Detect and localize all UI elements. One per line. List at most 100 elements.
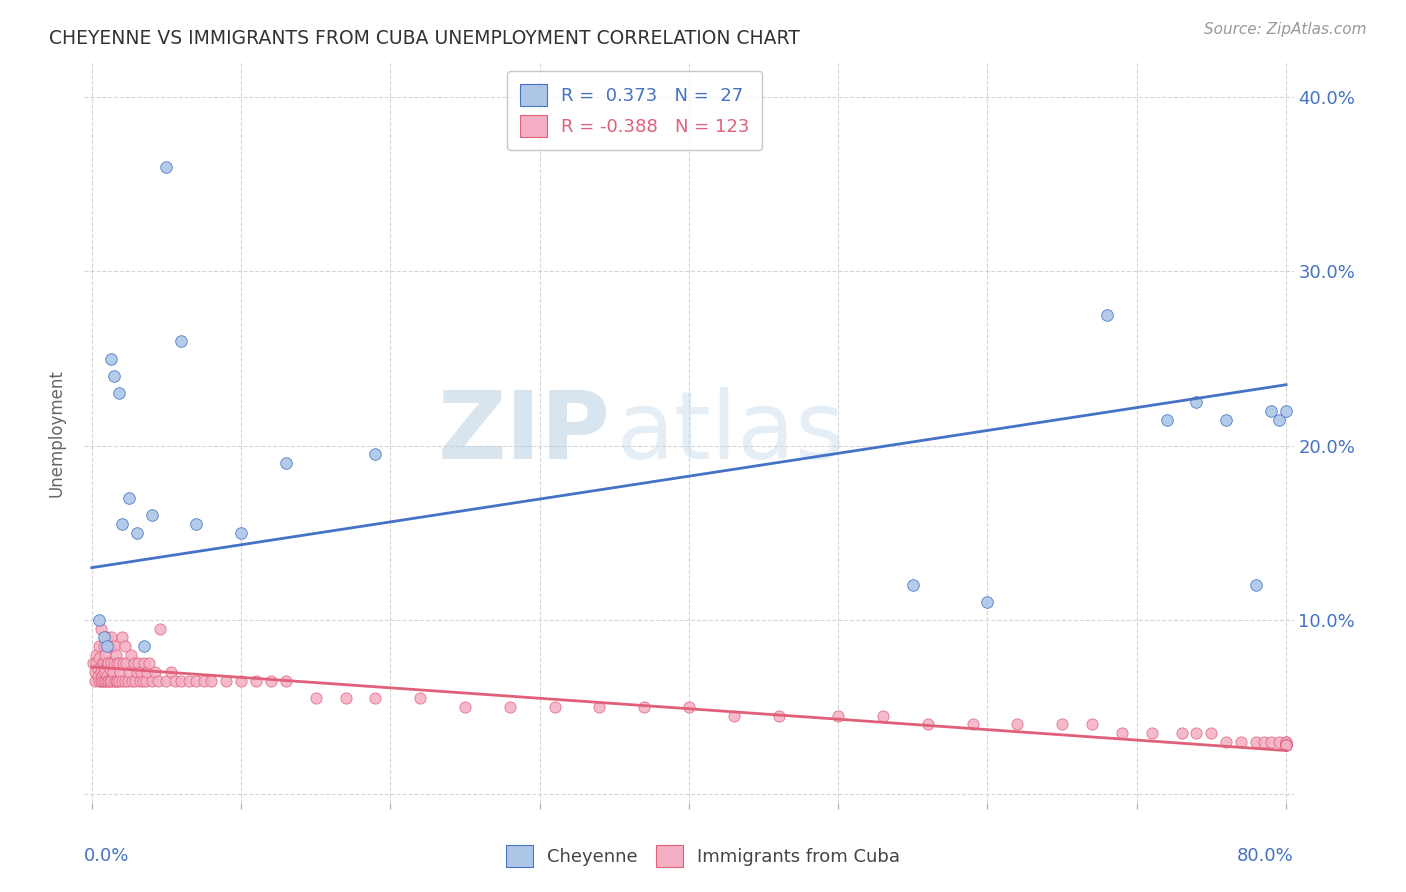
Point (1215, 735, 1237, 749)
Point (1267, 412, 1289, 426)
Point (93, 639, 115, 653)
Point (107, 386, 129, 401)
Point (90, 673, 112, 688)
Point (229, 673, 252, 688)
Point (1244, 735, 1267, 749)
Point (89, 673, 111, 688)
Point (200, 673, 222, 688)
Point (364, 447, 387, 461)
Point (96, 639, 118, 653)
Point (120, 648, 142, 662)
Point (105, 657, 128, 671)
Point (136, 665, 159, 680)
Point (409, 691, 432, 706)
Point (1275, 735, 1298, 749)
Point (170, 334, 193, 348)
Text: atlas: atlas (616, 386, 845, 479)
Point (124, 673, 146, 688)
Point (141, 673, 163, 688)
Point (1081, 717, 1104, 731)
Point (678, 700, 700, 714)
Point (131, 673, 153, 688)
Point (97, 673, 120, 688)
Point (83, 665, 105, 680)
Point (100, 351, 122, 366)
Point (186, 673, 208, 688)
Point (1275, 739, 1298, 753)
Text: 0.0%: 0.0% (84, 847, 129, 865)
Point (118, 491, 141, 505)
Point (1170, 726, 1192, 740)
Point (125, 525, 148, 540)
Point (91, 657, 114, 671)
Point (633, 700, 655, 714)
Point (1260, 404, 1282, 418)
Point (901, 578, 924, 592)
Point (160, 665, 183, 680)
Point (1201, 726, 1223, 740)
Point (105, 673, 128, 688)
Point (274, 673, 297, 688)
Point (98, 673, 121, 688)
Point (101, 665, 124, 680)
Point (93, 665, 115, 680)
Point (114, 673, 136, 688)
Point (89, 639, 111, 653)
Point (1230, 735, 1253, 749)
Point (499, 700, 522, 714)
Y-axis label: Unemployment: Unemployment (48, 368, 66, 497)
Point (1275, 739, 1298, 753)
Point (111, 630, 134, 644)
Point (89, 613, 111, 627)
Point (104, 673, 127, 688)
Point (872, 708, 894, 723)
Point (962, 717, 984, 731)
Point (1007, 717, 1029, 731)
Point (135, 673, 157, 688)
Point (543, 700, 565, 714)
Point (100, 657, 122, 671)
Point (96, 673, 118, 688)
Point (132, 657, 155, 671)
Point (100, 630, 122, 644)
Point (84, 648, 107, 662)
Point (125, 665, 148, 680)
Point (104, 648, 127, 662)
Point (82, 657, 104, 671)
Point (146, 673, 169, 688)
Point (103, 673, 125, 688)
Point (103, 369, 125, 384)
Point (94, 648, 117, 662)
Point (93, 630, 115, 644)
Point (107, 657, 129, 671)
Legend: Cheyenne, Immigrants from Cuba: Cheyenne, Immigrants from Cuba (498, 838, 908, 874)
Point (97, 657, 120, 671)
Point (768, 708, 790, 723)
Point (143, 665, 166, 680)
Point (100, 673, 122, 688)
Point (111, 517, 134, 532)
Point (108, 665, 131, 680)
Point (827, 708, 849, 723)
Text: ZIP: ZIP (437, 386, 610, 479)
Point (87, 662, 110, 676)
Point (121, 673, 143, 688)
Point (87, 668, 110, 682)
Point (1275, 739, 1298, 753)
Point (1185, 726, 1208, 740)
Point (129, 665, 152, 680)
Point (170, 673, 193, 688)
Point (149, 622, 172, 636)
Point (1267, 735, 1289, 749)
Point (90, 622, 112, 636)
Point (103, 639, 125, 653)
Point (1111, 726, 1133, 740)
Point (588, 700, 610, 714)
Point (364, 691, 387, 706)
Point (94, 662, 117, 676)
Point (127, 657, 149, 671)
Point (115, 657, 138, 671)
Point (96, 630, 118, 644)
Point (132, 639, 155, 653)
Point (90, 665, 112, 680)
